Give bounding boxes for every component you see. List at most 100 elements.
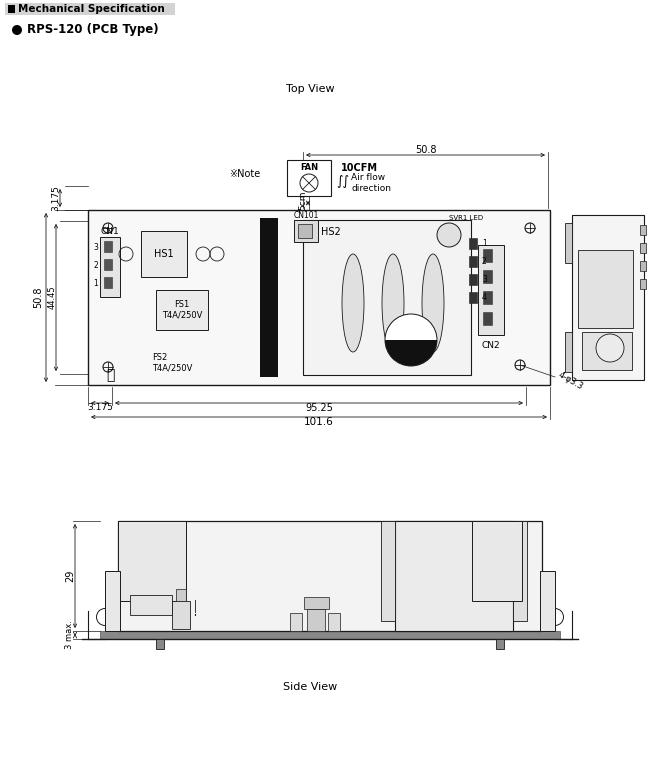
Text: CN101: CN101 [293,210,319,220]
Text: Air flow
direction: Air flow direction [351,173,391,193]
Text: 2: 2 [482,257,486,266]
Bar [572,215,644,380]
Ellipse shape [440,544,458,608]
Text: HS1: HS1 [154,249,174,259]
Text: 4-φ3.3: 4-φ3.3 [557,370,585,391]
Ellipse shape [601,273,611,303]
Ellipse shape [273,529,357,621]
Bar [582,332,632,370]
Circle shape [385,314,437,366]
Bar [100,631,560,639]
Text: 50.8: 50.8 [415,145,436,155]
Text: 1: 1 [93,279,98,288]
Text: Top View: Top View [285,84,334,94]
Bar [88,210,550,385]
Bar [565,332,572,372]
Bar [105,571,120,631]
Text: 44.45: 44.45 [48,285,56,310]
Circle shape [437,223,461,247]
Circle shape [12,25,22,35]
Ellipse shape [422,254,444,352]
Bar [513,521,527,621]
Text: 29: 29 [65,570,75,582]
Text: SVR1 LED: SVR1 LED [449,215,483,221]
Bar [104,259,112,270]
Text: ⏚: ⏚ [106,368,114,382]
Bar [640,261,646,271]
Bar [640,225,646,235]
Ellipse shape [342,254,364,352]
Bar [304,597,329,609]
Bar [100,237,120,297]
Ellipse shape [587,273,597,303]
Bar [118,521,186,601]
Text: 3.175: 3.175 [52,185,60,211]
Text: RPS-120 (PCB Type): RPS-120 (PCB Type) [27,23,159,36]
Bar [5,3,175,15]
Bar [294,220,318,242]
Text: ∫∫: ∫∫ [336,176,349,188]
Bar [496,639,504,649]
Wedge shape [385,314,437,340]
Bar [104,277,112,288]
Bar [540,571,555,631]
Bar [483,249,492,262]
Text: 3: 3 [482,276,487,285]
Bar [156,639,164,649]
Text: 5cm: 5cm [299,190,308,210]
Bar [469,238,477,249]
Text: CN2: CN2 [482,341,500,350]
Circle shape [596,334,624,362]
Bar [578,250,633,328]
Bar [640,279,646,289]
Bar [141,231,187,277]
Bar [130,595,172,615]
Text: 1: 1 [482,239,486,248]
Text: ※Note: ※Note [229,170,261,179]
Bar [176,589,186,601]
Bar [483,312,492,325]
Text: CN1: CN1 [100,226,119,235]
Text: 4: 4 [482,294,487,303]
Bar [469,274,477,285]
Text: 2: 2 [93,260,98,269]
Bar [307,609,325,631]
Text: Mechanical Specification: Mechanical Specification [18,4,165,14]
Text: FS2
T4A/250V: FS2 T4A/250V [152,354,192,372]
Bar [260,218,278,377]
Bar [298,224,312,238]
Ellipse shape [615,273,625,303]
Text: FAN: FAN [300,163,318,172]
Bar [469,256,477,267]
Bar [478,245,504,335]
Bar [483,270,492,283]
Bar [328,613,340,631]
Bar [287,160,331,196]
Bar [172,601,190,629]
Text: Side View: Side View [283,682,337,692]
Text: 10CFM: 10CFM [341,163,378,173]
Bar [381,521,395,621]
Text: 3 max.: 3 max. [66,621,74,650]
Text: 50.8: 50.8 [33,287,43,308]
Ellipse shape [382,254,404,352]
Bar [303,220,471,375]
Text: FS1
T4A/250V: FS1 T4A/250V [162,301,202,319]
Bar [156,290,208,330]
Text: 95.25: 95.25 [305,403,333,413]
Text: 3: 3 [93,242,98,251]
Bar [565,223,572,263]
Bar [640,243,646,253]
Text: 101.6: 101.6 [304,417,334,427]
Ellipse shape [472,544,490,608]
Bar [472,521,522,601]
Bar [290,613,302,631]
Bar [118,521,542,631]
Bar [395,521,513,631]
Bar [469,292,477,303]
Bar [483,291,492,304]
Ellipse shape [408,544,426,608]
Bar [8,5,15,13]
Bar [104,241,112,252]
Text: HS2: HS2 [321,227,341,237]
